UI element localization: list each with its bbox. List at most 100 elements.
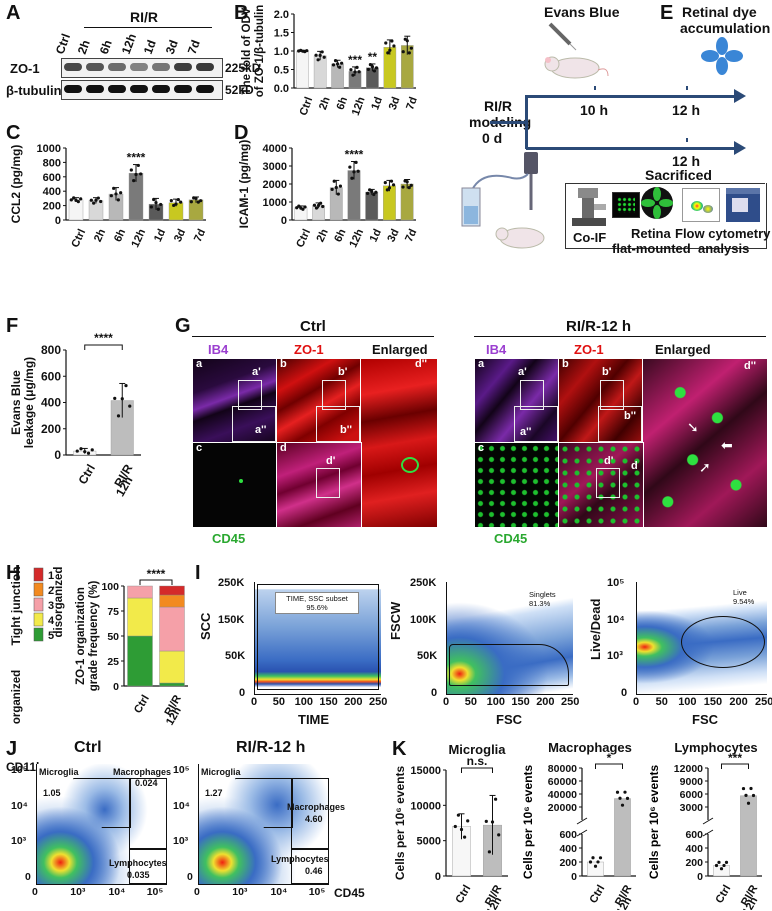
band-zo1	[174, 63, 192, 71]
y-tick-label: 200	[41, 422, 61, 436]
x-tick-label: 10⁵	[308, 886, 326, 898]
axis-break-mark	[576, 817, 588, 825]
y-tick-label: 10⁵	[173, 764, 190, 776]
e-sacrificed: Sacrificed	[645, 167, 712, 183]
g-ctrl-box-a1	[238, 380, 262, 410]
j-ctrl-ly-value: 0.035	[127, 870, 150, 880]
legend-label-grade-1: 1	[48, 570, 54, 582]
bar-2h	[88, 200, 104, 221]
data-point	[372, 192, 376, 197]
i2-gate-label: Singlets 81.3%	[529, 590, 556, 608]
x-tick-label: 150	[511, 696, 530, 708]
blot-size-zo1: 225kD	[225, 61, 261, 75]
y-tick-label: 10⁵	[11, 764, 28, 776]
data-point	[407, 186, 411, 190]
data-point	[384, 41, 388, 45]
y-axis-label: ZO-1 organization	[75, 587, 87, 685]
y-axis-label: CCL2 (pg/mg)	[9, 145, 23, 224]
data-point	[749, 786, 753, 791]
significance-label: ***	[728, 751, 742, 765]
data-point	[89, 198, 93, 202]
stack-segment-grade-4	[127, 597, 153, 637]
data-point	[340, 61, 344, 65]
g-ctrl-lbl-b1: b'	[338, 366, 348, 378]
i3-gate-pct: 9.54%	[733, 597, 755, 606]
axis-break-mark	[702, 817, 714, 825]
x-tick-label: 50	[464, 696, 478, 708]
tick-12h	[686, 86, 688, 90]
x-tick-label: 1d	[152, 227, 168, 244]
i3-ylabel: Live/Dead	[588, 598, 603, 660]
data-point	[113, 396, 117, 400]
bar-7d	[400, 183, 414, 221]
y-tick-label: 40000	[548, 789, 577, 801]
arrow-icon: ⬅	[721, 437, 733, 453]
y-tick-label: 10³	[173, 835, 189, 848]
x-tick-label: 0	[32, 886, 38, 898]
j-ctrl-mg-label: Microglia	[39, 767, 79, 777]
y-tick-label: 400	[685, 843, 703, 855]
i1-plot: TIME, SSC subset 95.6%	[254, 582, 381, 695]
band-zo1	[108, 63, 126, 71]
legend-swatch-grade-4	[33, 612, 44, 627]
x-tick-label: 150	[703, 696, 723, 708]
y-tick-label: 800	[41, 343, 61, 357]
g-ctrl-box-d1	[316, 468, 340, 498]
timeline-arrow-bottom	[526, 147, 736, 150]
x-tick-label: 2h	[317, 95, 333, 111]
e-retina-line1: Retina	[631, 226, 671, 241]
j-rir-mg-label: Microglia	[201, 767, 241, 777]
data-point	[129, 168, 133, 172]
data-point	[374, 190, 378, 194]
y-tick-label: 80000	[548, 763, 577, 775]
y-tick-label: 25	[107, 656, 119, 668]
data-point	[741, 786, 746, 791]
retina-flatmount-icon	[641, 187, 673, 219]
y-tick-label: 10³	[11, 835, 27, 848]
y-tick-label: 0	[621, 687, 628, 699]
x-tick-label: 12h	[350, 95, 368, 117]
y-tick-label: 100	[101, 581, 119, 593]
j-ctrl-mp-label: Macrophages	[113, 767, 172, 777]
data-point	[722, 863, 726, 868]
arrow-icon: ➘	[687, 419, 699, 435]
y-tick-label: 250K	[410, 577, 437, 589]
j-ctrl-gate-mg	[73, 778, 131, 828]
data-point	[390, 39, 394, 43]
data-point	[301, 207, 305, 211]
data-point	[159, 202, 163, 207]
j-rir-mp-label: Macrophages	[287, 802, 346, 812]
y-tick-label: 50	[107, 631, 119, 643]
timeline-arrowhead-top	[734, 89, 746, 103]
y-axis-label: Cells per 10⁶ events	[393, 766, 407, 881]
y-tick-label: 200	[559, 857, 577, 869]
j-ctrl-ly-label: Lymphocytes	[109, 858, 167, 868]
data-point	[724, 860, 729, 864]
y-tick-label: 200	[43, 201, 61, 213]
x-tick-label: Ctrl	[453, 883, 473, 905]
y-tick-label: 2000	[263, 179, 287, 191]
x-tick-label: Ctrl	[298, 95, 316, 117]
data-point	[591, 856, 595, 860]
y-tick-label: 0.0	[274, 83, 289, 95]
data-point	[99, 199, 103, 204]
blot-lane-1d: 1d	[140, 38, 159, 56]
data-point	[409, 183, 413, 187]
i1-ylabel: SCC	[198, 612, 213, 640]
data-point	[405, 180, 409, 184]
y-tick-label: 3000	[680, 802, 704, 814]
significance-bracket	[595, 763, 623, 769]
i3-gate-name: Live	[733, 588, 747, 597]
y-tick-label: 0	[697, 871, 703, 883]
blot-lane-12h: 12h	[118, 31, 140, 56]
y-tick-label: 400	[41, 396, 61, 410]
band-zo1	[130, 63, 148, 71]
data-point	[714, 863, 719, 868]
data-point	[387, 186, 392, 190]
e-model-line1: RI/R	[484, 98, 512, 114]
data-point	[615, 790, 620, 794]
y-tick-label: 0	[239, 687, 246, 699]
band-zo1	[86, 63, 104, 71]
g-ctrl-lbl-b2: b''	[340, 424, 352, 436]
